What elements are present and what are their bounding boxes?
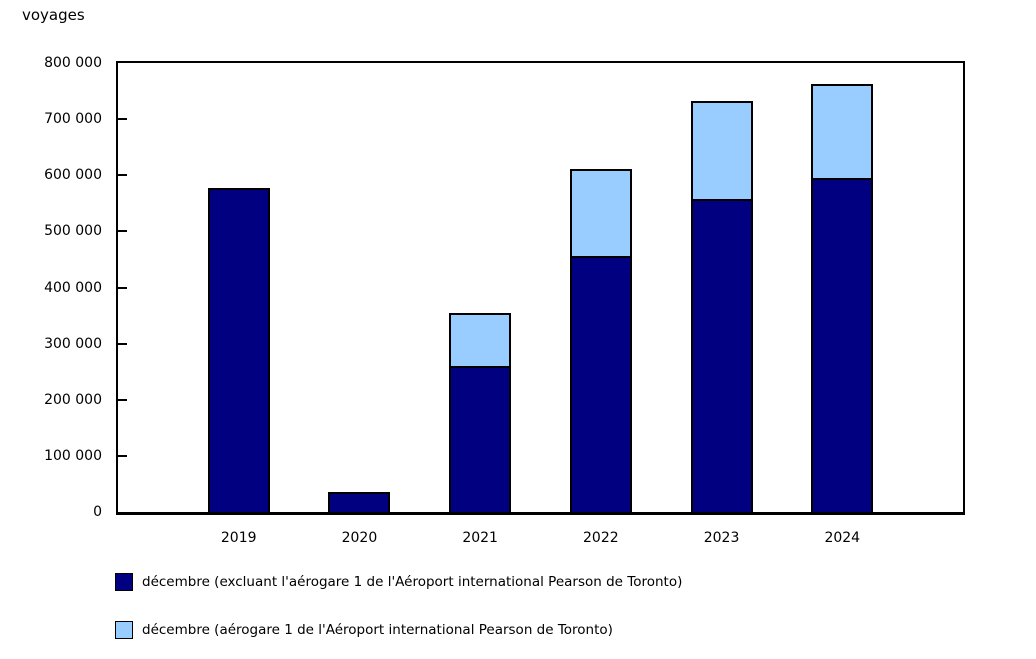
legend-swatch-light-blue — [115, 621, 133, 639]
bar-segment-dark — [693, 199, 751, 512]
x-tick-label: 2024 — [824, 530, 861, 546]
bar-group-2024 — [811, 84, 873, 512]
bar-segment-dark — [572, 256, 630, 512]
y-tick-label: 200 000 — [44, 391, 102, 408]
y-tick-mark — [118, 174, 127, 177]
bar-group-2021 — [449, 313, 511, 512]
y-tick-mark — [118, 286, 127, 289]
y-tick-mark — [118, 454, 127, 457]
y-tick-label: 500 000 — [44, 223, 102, 240]
x-tick-label: 2019 — [220, 530, 257, 546]
legend-label: décembre (excluant l'aérogare 1 de l'Aér… — [142, 574, 683, 590]
legend-item-terminal1: décembre (aérogare 1 de l'Aéroport inter… — [115, 621, 613, 639]
y-tick-label: 100 000 — [44, 447, 102, 464]
bar-group-2022 — [570, 169, 632, 512]
x-tick-label: 2023 — [703, 530, 740, 546]
y-tick-label: 800 000 — [44, 55, 102, 71]
x-tick-label: 2020 — [341, 530, 378, 546]
y-tick-mark — [118, 230, 127, 233]
legend-item-excluding-terminal1: décembre (excluant l'aérogare 1 de l'Aér… — [115, 573, 682, 591]
y-tick-label: 700 000 — [44, 111, 102, 128]
y-tick-label: 300 000 — [44, 335, 102, 352]
bar-group-2023 — [691, 101, 753, 512]
bar-group-2020 — [328, 492, 390, 512]
x-tick-label: 2021 — [462, 530, 498, 546]
y-tick-mark — [118, 118, 127, 121]
plot-area — [116, 61, 965, 515]
legend-label: décembre (aérogare 1 de l'Aéroport inter… — [142, 622, 613, 638]
x-tick-label: 2022 — [583, 530, 619, 546]
y-tick-label: 0 — [93, 504, 102, 520]
y-tick-label: 400 000 — [44, 279, 102, 296]
y-tick-label: 600 000 — [44, 167, 102, 184]
y-tick-mark — [118, 398, 127, 401]
y-tick-mark — [118, 342, 127, 345]
bar-segment-dark — [451, 366, 509, 512]
bar-segment-dark — [813, 178, 871, 512]
legend-swatch-dark-blue — [115, 573, 133, 591]
bar-group-2019 — [208, 188, 270, 512]
y-axis-unit-label: voyages — [22, 6, 85, 24]
